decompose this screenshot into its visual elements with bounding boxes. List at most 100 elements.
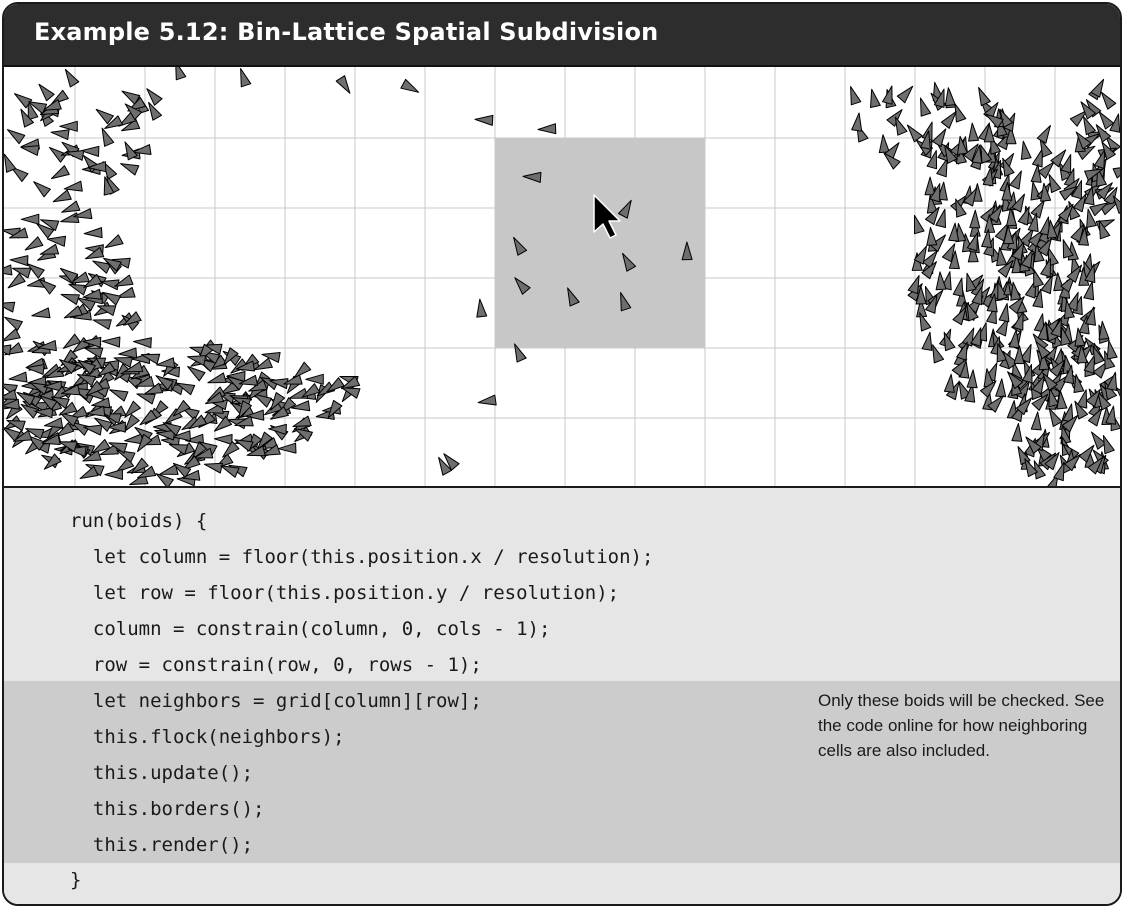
boid (230, 358, 249, 374)
boid (133, 337, 152, 349)
boid (935, 208, 946, 228)
boid (957, 135, 968, 155)
boid (1083, 281, 1095, 301)
boid (995, 378, 1007, 398)
boid (92, 260, 112, 274)
boid (59, 412, 79, 427)
boid (997, 259, 1014, 278)
boid (971, 144, 983, 164)
boid (522, 171, 542, 183)
boid (155, 473, 174, 486)
boid (43, 417, 64, 429)
boid (107, 421, 126, 433)
boid (59, 120, 78, 132)
boid (246, 445, 266, 457)
boid (7, 272, 26, 289)
boid (952, 277, 964, 297)
boid (1096, 167, 1107, 187)
code-line: this.render(); (70, 834, 254, 856)
boid (341, 375, 361, 390)
boid (172, 462, 192, 478)
boid (1040, 258, 1051, 278)
boid (60, 293, 80, 305)
boid (124, 141, 138, 161)
boid (207, 372, 227, 384)
boid (80, 145, 100, 157)
boid (913, 245, 927, 265)
boid (1053, 461, 1065, 482)
boid (109, 389, 129, 402)
boid (91, 397, 111, 409)
boid (41, 434, 61, 445)
boid (59, 267, 79, 284)
annotation-note: Only these boids will be checked. See th… (818, 691, 1105, 760)
boid (438, 456, 453, 476)
mouse-pointer-icon (593, 194, 621, 239)
boid (83, 273, 103, 288)
boid (978, 87, 991, 107)
boid (1059, 186, 1078, 201)
boid (234, 415, 254, 427)
example-header: Example 5.12: Bin-Lattice Spatial Subdiv… (4, 4, 1120, 67)
boid (1011, 241, 1025, 261)
boid (294, 428, 313, 442)
boid (966, 232, 979, 252)
code-line: this.flock(neighbors); (70, 726, 345, 748)
simulation-canvas[interactable] (4, 67, 1122, 488)
code-line: row = constrain(row, 0, rows - 1); (70, 654, 482, 676)
boid (1105, 405, 1117, 425)
code-line: let row = floor(this.position.y / resolu… (70, 582, 620, 604)
boid (567, 287, 580, 307)
boid (25, 428, 45, 440)
boid (931, 128, 947, 148)
boid (622, 252, 637, 272)
code-line: this.update(); (70, 762, 254, 784)
boid (55, 422, 75, 438)
boid (1035, 341, 1051, 360)
boid (194, 447, 214, 459)
boid (113, 357, 133, 368)
boid (943, 373, 955, 393)
boid (20, 403, 40, 419)
boid (114, 274, 134, 287)
boid (1024, 458, 1038, 478)
boid (116, 286, 136, 298)
boid (929, 234, 946, 252)
boid (926, 150, 938, 170)
boid (984, 214, 996, 233)
boid (292, 415, 312, 427)
boid (896, 85, 914, 104)
boid (283, 374, 303, 385)
boid (124, 103, 143, 120)
boid (968, 122, 980, 142)
boid (268, 423, 287, 435)
boid (341, 387, 361, 399)
boid (1074, 400, 1089, 420)
boid (16, 391, 36, 406)
boid (182, 455, 201, 471)
boid (1036, 125, 1051, 144)
boid (4, 398, 20, 410)
boid (943, 331, 956, 352)
boids-sketch[interactable] (4, 67, 1122, 488)
boid (124, 413, 140, 432)
boid (4, 328, 21, 342)
boid (1078, 444, 1095, 463)
boid (1097, 391, 1112, 411)
boid (27, 100, 39, 121)
boid (1007, 371, 1024, 389)
boid (886, 109, 903, 127)
boid (43, 453, 62, 470)
boid (162, 422, 182, 436)
boid (291, 400, 311, 412)
boid (985, 113, 1004, 129)
boid (92, 319, 112, 330)
boid (941, 243, 956, 263)
boid (198, 441, 218, 456)
boid (986, 293, 998, 313)
boid (132, 144, 152, 155)
boid (26, 263, 45, 279)
boid (1020, 140, 1032, 160)
boid (68, 283, 88, 296)
